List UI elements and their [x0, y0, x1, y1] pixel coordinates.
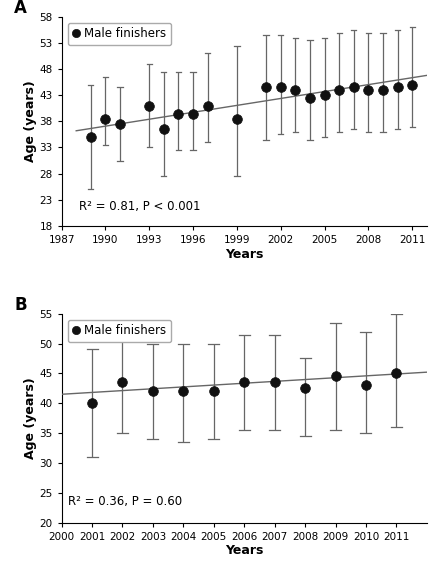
Male finishers — [176, 110, 181, 117]
Text: R² = 0.81, P < 0.001: R² = 0.81, P < 0.001 — [79, 200, 201, 213]
Text: A: A — [14, 0, 27, 17]
Male finishers — [205, 102, 210, 109]
Male finishers — [161, 126, 166, 133]
Male finishers — [410, 81, 415, 88]
Male finishers — [322, 92, 327, 98]
Male finishers — [264, 84, 269, 91]
Line: Male finishers: Male finishers — [86, 80, 417, 142]
Male finishers — [272, 379, 277, 386]
Text: R² = 0.36, P = 0.60: R² = 0.36, P = 0.60 — [68, 495, 182, 507]
Line: Male finishers: Male finishers — [87, 369, 401, 408]
Male finishers — [117, 121, 123, 128]
Male finishers — [120, 379, 125, 386]
Male finishers — [89, 400, 95, 406]
Male finishers — [380, 87, 385, 93]
Male finishers — [337, 87, 342, 93]
Male finishers — [88, 134, 93, 140]
Male finishers — [293, 87, 298, 93]
Male finishers — [366, 87, 371, 93]
Male finishers — [363, 382, 369, 389]
Male finishers — [181, 388, 186, 395]
Legend: Male finishers: Male finishers — [67, 23, 171, 45]
Male finishers — [150, 388, 156, 395]
Male finishers — [103, 115, 108, 122]
Male finishers — [351, 84, 356, 91]
Male finishers — [333, 373, 338, 380]
Male finishers — [302, 385, 308, 392]
Male finishers — [242, 379, 247, 386]
Legend: Male finishers: Male finishers — [67, 320, 171, 342]
Y-axis label: Age (years): Age (years) — [24, 377, 37, 459]
Male finishers — [147, 102, 152, 109]
Male finishers — [278, 84, 283, 91]
Male finishers — [191, 110, 196, 117]
Male finishers — [211, 388, 216, 395]
X-axis label: Years: Years — [225, 248, 264, 261]
Y-axis label: Age (years): Age (years) — [24, 80, 37, 162]
Male finishers — [234, 115, 239, 122]
Male finishers — [307, 94, 312, 101]
Male finishers — [395, 84, 400, 91]
X-axis label: Years: Years — [225, 545, 264, 558]
Text: B: B — [14, 296, 27, 314]
Male finishers — [394, 370, 399, 377]
